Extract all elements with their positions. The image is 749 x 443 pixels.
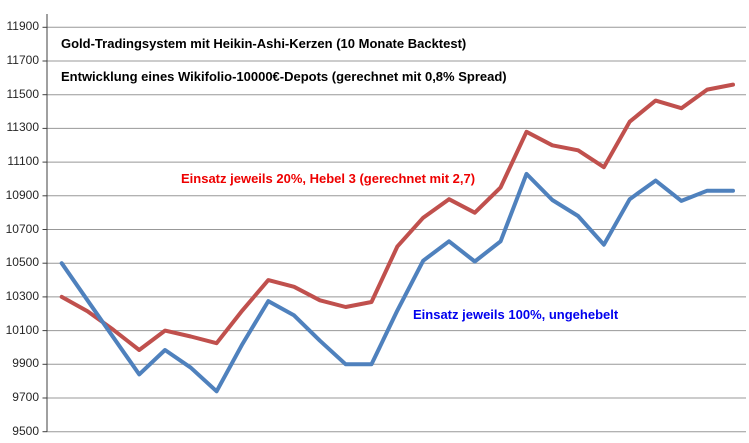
y-axis-tick-label: 11900 bbox=[6, 19, 39, 34]
y-axis-tick-label: 11300 bbox=[6, 120, 39, 135]
y-axis-tick-label: 9500 bbox=[12, 423, 39, 438]
y-axis-tick-label: 10100 bbox=[5, 322, 39, 337]
y-axis-tick-label: 10900 bbox=[5, 187, 39, 202]
y-axis-tick-label: 9700 bbox=[12, 390, 39, 404]
series-label-hebel3: Einsatz jeweils 20%, Hebel 3 (gerechnet … bbox=[181, 171, 476, 186]
chart-title-line-1: Gold-Tradingsystem mit Heikin-Ashi-Kerze… bbox=[61, 36, 467, 51]
y-axis-tick-label: 11700 bbox=[6, 53, 39, 67]
series-line-ungehebelt bbox=[59, 171, 735, 394]
series-line-hebel3 bbox=[59, 82, 735, 352]
series-label-ungehebelt: Einsatz jeweils 100%, ungehebelt bbox=[413, 307, 619, 322]
y-axis-tick-label: 11500 bbox=[6, 86, 39, 101]
chart-title-line-2: Entwicklung eines Wikifolio-10000€-Depot… bbox=[61, 69, 507, 84]
y-axis-tick-label: 11100 bbox=[7, 154, 39, 169]
y-axis-tick-label: 10500 bbox=[5, 255, 39, 270]
y-axis-tick-label: 9900 bbox=[12, 356, 39, 371]
y-axis-tick-label: 10700 bbox=[5, 221, 39, 236]
y-axis-tick-label: 10300 bbox=[5, 288, 39, 303]
